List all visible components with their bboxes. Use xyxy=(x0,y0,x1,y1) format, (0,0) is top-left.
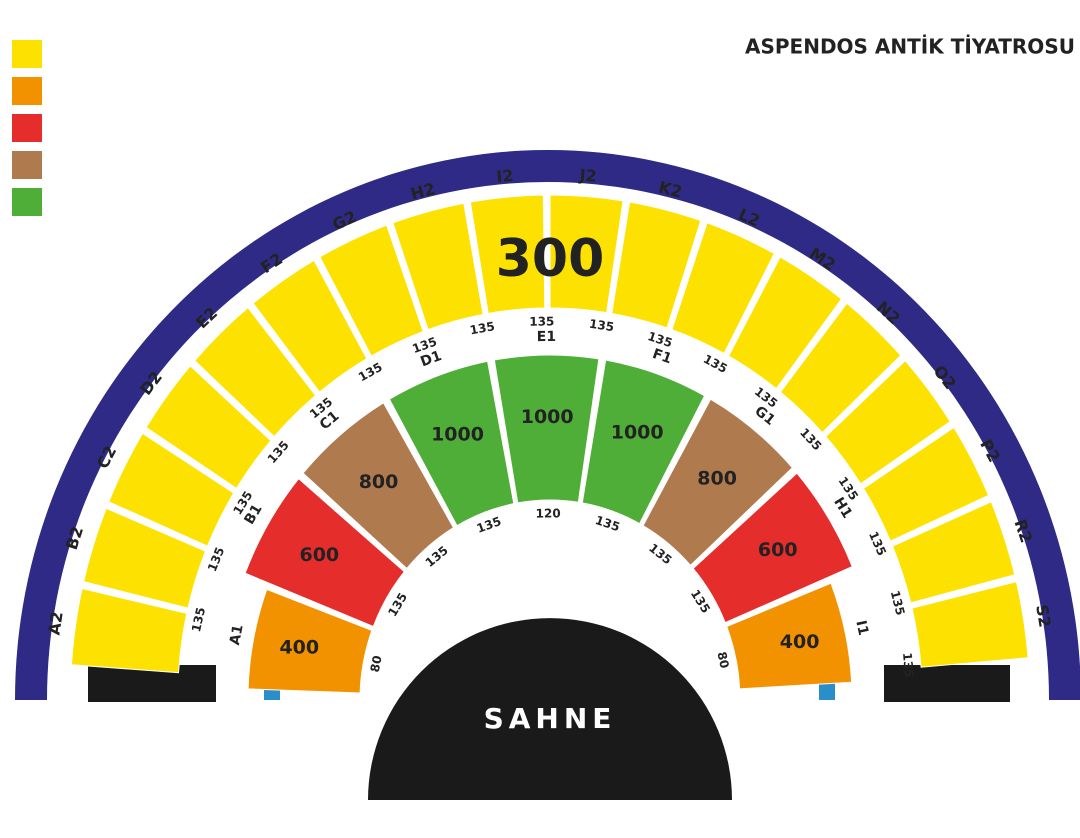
section xyxy=(581,359,706,525)
section xyxy=(726,582,853,690)
price: 800 xyxy=(359,471,399,493)
section xyxy=(108,432,235,547)
block xyxy=(884,665,1010,702)
section-label: I1 xyxy=(852,619,871,637)
capacity: 120 xyxy=(536,506,561,520)
section xyxy=(388,360,515,527)
capacity: 135 xyxy=(866,529,889,558)
capacity: 135 xyxy=(205,545,227,574)
price: 600 xyxy=(299,544,339,566)
price: 400 xyxy=(279,636,319,658)
section xyxy=(549,194,624,314)
capacity: 135 xyxy=(888,589,908,617)
section xyxy=(611,201,702,329)
section xyxy=(727,256,843,390)
price: 400 xyxy=(780,631,820,653)
capacity: 135 xyxy=(189,606,208,634)
section xyxy=(779,302,902,434)
section-label: E1 xyxy=(537,329,556,345)
section xyxy=(252,259,368,393)
section xyxy=(911,581,1029,668)
legend-swatch xyxy=(12,188,42,216)
legend-swatch xyxy=(12,40,42,68)
capacity: 135 xyxy=(701,352,730,376)
capacity: 135 xyxy=(356,360,385,385)
capacity: 135 xyxy=(475,514,503,536)
stage xyxy=(368,618,732,800)
legend-swatch xyxy=(12,151,42,179)
price: 1000 xyxy=(431,423,484,445)
capacity: 80 xyxy=(714,650,731,669)
section xyxy=(671,222,775,355)
section xyxy=(302,402,455,570)
capacity: 135 xyxy=(593,513,621,534)
section xyxy=(83,507,207,609)
price: 600 xyxy=(758,539,798,561)
capacity: 135 xyxy=(469,319,496,337)
legend-swatch xyxy=(12,77,42,105)
capacity: 80 xyxy=(368,654,385,673)
stage-label: SAHNE xyxy=(484,702,617,735)
section xyxy=(70,587,188,674)
section xyxy=(825,359,951,485)
section xyxy=(194,306,317,438)
section-label: D1 xyxy=(418,348,444,370)
section xyxy=(891,501,1016,604)
section xyxy=(244,477,405,628)
section xyxy=(392,202,484,331)
section-label: F1 xyxy=(650,346,673,367)
legend-swatch xyxy=(12,114,42,142)
section-label: J2 xyxy=(578,165,597,185)
section xyxy=(319,224,424,357)
section xyxy=(642,398,794,567)
section-label: I2 xyxy=(496,166,515,186)
title: ASPENDOS ANTİK TİYATROSU xyxy=(745,35,1075,59)
section-label: A2 xyxy=(44,610,66,636)
section xyxy=(145,365,272,490)
section xyxy=(247,588,373,694)
price: 1000 xyxy=(521,406,574,428)
capacity: 135 xyxy=(900,652,916,678)
price: 300 xyxy=(496,229,605,289)
capacity: 135 xyxy=(529,314,554,328)
section-label: S2 xyxy=(1032,603,1054,628)
price: 1000 xyxy=(611,421,664,443)
capacity: 135 xyxy=(588,317,615,335)
section xyxy=(692,472,853,624)
section xyxy=(469,194,546,315)
price: 800 xyxy=(697,467,737,489)
section xyxy=(493,354,600,504)
section xyxy=(862,426,990,542)
section-label: A1 xyxy=(227,623,247,646)
